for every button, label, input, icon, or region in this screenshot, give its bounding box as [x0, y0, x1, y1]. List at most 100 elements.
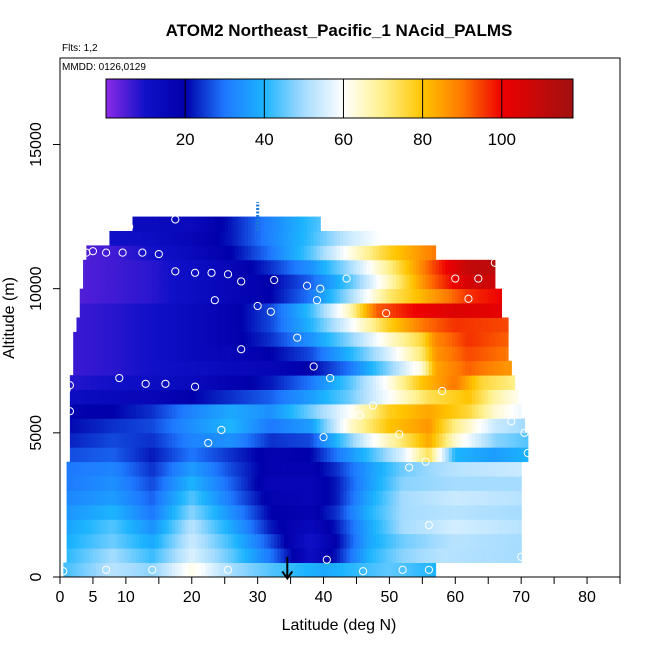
heatmap-cell: [353, 331, 358, 347]
heatmap-cell: [165, 346, 170, 362]
heatmap-cell: [336, 562, 341, 577]
heatmap-cell: [478, 317, 483, 333]
heatmap-cell: [514, 533, 519, 549]
heatmap-cell: [290, 461, 295, 477]
heatmap-cell: [359, 548, 364, 563]
heatmap-cell: [330, 504, 335, 520]
heatmap-cell: [231, 288, 236, 304]
heatmap-cell: [415, 360, 420, 376]
heatmap-cell: [290, 259, 295, 275]
heatmap-cell: [359, 476, 364, 491]
heatmap-cell: [316, 274, 321, 290]
heatmap-cell: [353, 375, 358, 390]
heatmap-cell: [461, 303, 466, 318]
heatmap-cell: [139, 274, 143, 290]
heatmap-cell: [287, 259, 292, 275]
heatmap-cell: [392, 447, 397, 463]
heatmap-cell: [498, 461, 503, 477]
heatmap-cell: [270, 331, 275, 347]
heatmap-cell: [244, 303, 249, 318]
heatmap-cell: [185, 317, 190, 333]
heatmap-cell: [284, 231, 288, 246]
heatmap-cell: [442, 389, 447, 405]
heatmap-cell: [484, 288, 489, 304]
heatmap-cell: [280, 432, 285, 448]
heatmap-cell: [425, 389, 430, 405]
heatmap-cell: [237, 331, 242, 347]
heatmap-cell: [372, 346, 377, 362]
heatmap-cell: [152, 432, 157, 448]
heatmap-cell: [392, 490, 397, 506]
heatmap-cell: [382, 562, 387, 577]
heatmap-cell: [349, 288, 354, 304]
heatmap-cell: [264, 461, 269, 477]
heatmap-cell: [508, 404, 512, 419]
heatmap-cell: [346, 231, 351, 246]
heatmap-cell: [382, 389, 387, 405]
heatmap-cell: [99, 331, 104, 347]
heatmap-cell: [465, 346, 470, 362]
heatmap-cell: [392, 519, 397, 535]
heatmap-cell: [386, 476, 391, 491]
heatmap-cell: [488, 404, 493, 419]
heatmap-cell: [461, 418, 466, 434]
heatmap-cell: [422, 519, 427, 535]
heatmap-cell: [214, 461, 219, 477]
heatmap-cell: [254, 404, 259, 419]
heatmap-cell: [330, 548, 335, 563]
heatmap-cell: [139, 360, 143, 376]
heatmap-cell: [448, 404, 453, 419]
heatmap-cell: [484, 490, 489, 506]
heatmap-cell: [412, 548, 417, 563]
heatmap-cell: [267, 404, 272, 419]
heatmap-cell: [241, 490, 246, 506]
heatmap-cell: [392, 432, 397, 448]
heatmap-cell: [326, 447, 331, 463]
heatmap-cell: [372, 331, 377, 347]
heatmap-cell: [442, 375, 447, 390]
heatmap-cell: [461, 360, 466, 376]
heatmap-cell: [168, 245, 173, 261]
heatmap-cell: [274, 303, 279, 318]
heatmap-cell: [188, 303, 193, 318]
heatmap-cell: [293, 245, 298, 261]
heatmap-cell: [112, 317, 117, 333]
heatmap-cell: [471, 418, 476, 434]
heatmap-cell: [102, 389, 107, 405]
heatmap-cell: [300, 548, 305, 563]
heatmap-band: [69, 389, 519, 405]
heatmap-cell: [382, 360, 387, 376]
heatmap-cell: [343, 245, 348, 261]
heatmap-cell: [241, 418, 246, 434]
heatmap-cell: [112, 562, 117, 577]
heatmap-cell: [86, 331, 91, 347]
heatmap-cell: [310, 288, 315, 304]
heatmap-cell: [178, 476, 183, 491]
heatmap-cell: [237, 519, 242, 535]
heatmap-cell: [148, 533, 153, 549]
heatmap-cell: [376, 346, 381, 362]
plot-frame: [59, 57, 621, 578]
heatmap-cell: [392, 274, 397, 290]
heatmap-cell: [191, 375, 196, 390]
heatmap-cell: [428, 346, 433, 362]
heatmap-cell: [478, 259, 483, 275]
heatmap-cell: [448, 288, 453, 304]
heatmap-cell: [165, 375, 170, 390]
heatmap-cell: [254, 346, 259, 362]
sample-point: [65, 407, 74, 416]
heatmap-cell: [129, 346, 134, 362]
heatmap-cell: [198, 533, 203, 549]
heatmap-cell: [112, 231, 117, 246]
heatmap-cell: [445, 490, 450, 506]
heatmap-cell: [382, 418, 387, 434]
heatmap-cell: [201, 432, 206, 448]
heatmap-cell: [247, 231, 252, 246]
y-axis-label: Altitude (m): [1, 277, 18, 359]
heatmap-cell: [412, 274, 417, 290]
heatmap-cell: [172, 303, 176, 318]
heatmap-cell: [208, 259, 213, 275]
heatmap-cell: [237, 533, 242, 549]
heatmap-cell: [465, 259, 470, 275]
heatmap-cell: [254, 288, 259, 304]
